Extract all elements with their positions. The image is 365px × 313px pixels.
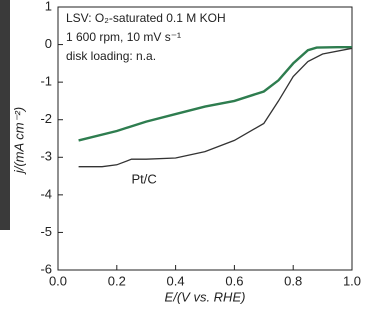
x-tick-label: 0.8 <box>284 273 302 288</box>
y-tick-label: 0 <box>45 36 52 51</box>
annotation: 1 600 rpm, 10 mV s⁻¹ <box>66 30 181 44</box>
y-tick-label: -6 <box>40 261 52 276</box>
y-tick-label: -5 <box>40 224 52 239</box>
annotation: LSV: O₂-saturated 0.1 M KOH <box>66 11 226 25</box>
plot-frame <box>58 7 352 270</box>
x-tick-label: 0.2 <box>108 273 126 288</box>
series-label: Pt/C <box>132 171 157 186</box>
y-tick-label: -4 <box>40 186 52 201</box>
y-tick-label: 1 <box>45 0 52 13</box>
chart: E/(V vs. RHE) j/(mA cm⁻²) 0.00.20.40.60.… <box>0 0 365 313</box>
x-tick-label: 0.6 <box>225 273 243 288</box>
x-tick-label: 1.0 <box>343 273 361 288</box>
annotation: disk loading: n.a. <box>66 49 156 63</box>
x-tick-label: 0.4 <box>167 273 185 288</box>
y-tick-label: -1 <box>40 74 52 89</box>
cropped-image-edge <box>0 0 10 230</box>
series-line <box>79 48 352 166</box>
y-tick-label: -3 <box>40 149 52 164</box>
y-axis-label: j/(mA cm⁻²) <box>11 107 26 175</box>
y-tick-label: -2 <box>40 111 52 126</box>
x-axis-label: E/(V vs. RHE) <box>165 289 246 304</box>
